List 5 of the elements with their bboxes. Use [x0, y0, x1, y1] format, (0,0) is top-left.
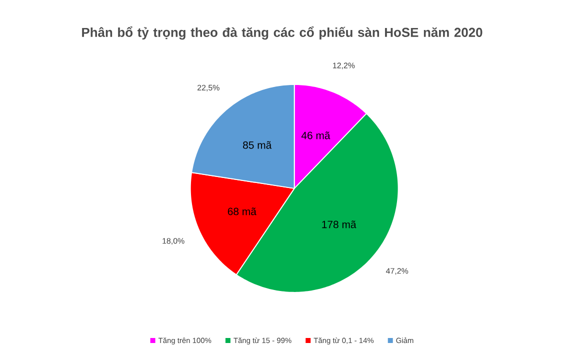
data-label: 46 mã [301, 132, 330, 140]
data-label: 68 mã [228, 208, 256, 216]
chart-title: Phân bổ tỷ trọng theo đà tăng các cổ phiếu sàn HoSE năm 2020 [82, 26, 482, 40]
data-label: 178 mã [322, 220, 356, 228]
data-label: 85 mã [243, 141, 272, 149]
